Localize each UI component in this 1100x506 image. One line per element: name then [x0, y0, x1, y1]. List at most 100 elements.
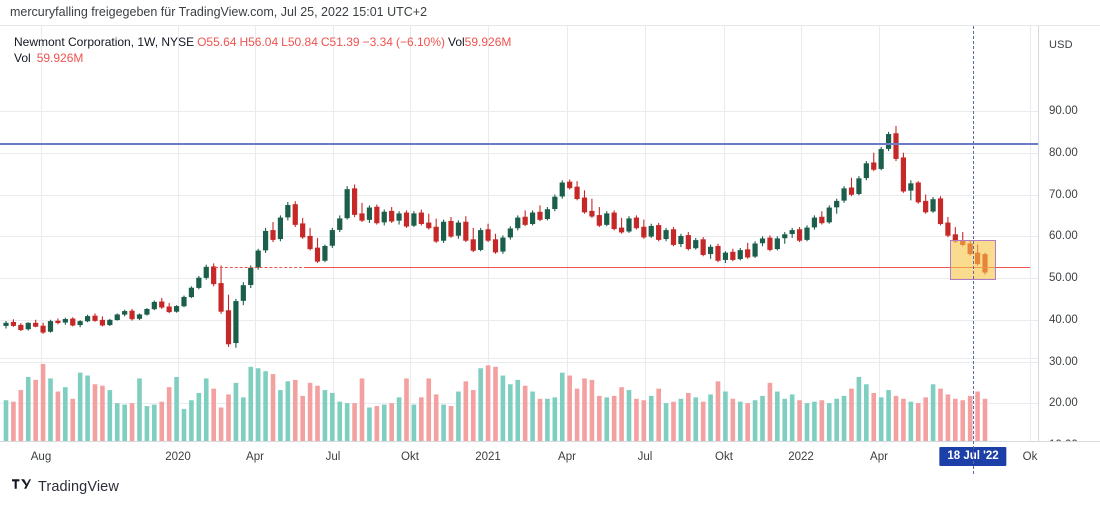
volume-bar — [211, 388, 216, 441]
gridline-vertical — [178, 26, 179, 441]
candle-body — [752, 243, 758, 257]
volume-bar — [48, 378, 53, 441]
price-axis[interactable]: USD 90.00 80.00 70.00 60.00 50.00 40.00 30.00 2… — [1038, 26, 1100, 451]
chart-legend[interactable]: Newmont Corporation, 1W, NYSE O55.64 H56.0… — [14, 34, 514, 66]
candle-body — [129, 310, 135, 320]
volume-bar — [40, 363, 46, 441]
volume-bar — [715, 381, 721, 441]
candle-body — [225, 310, 232, 345]
time-axis[interactable]: Aug 2020 Apr Jul Okt 2021 Apr Jul Okt 2022 Apr 18 J… — [0, 441, 1100, 474]
gridline-vertical — [410, 26, 411, 441]
gridline-vertical — [1030, 26, 1031, 441]
candle-body — [107, 319, 113, 326]
candle-body — [685, 235, 691, 250]
volume-bar — [515, 379, 521, 441]
volume-bar — [671, 401, 676, 441]
time-tick-label: Apr — [246, 451, 264, 463]
legend-change-percent: (−6.10%) — [395, 35, 445, 49]
candle-body — [529, 212, 536, 225]
candle-body — [99, 319, 106, 326]
candle-body — [796, 229, 803, 241]
candle-body — [670, 229, 677, 245]
volume-bar — [782, 398, 788, 441]
volume-bar — [3, 400, 9, 441]
volume-bar — [137, 378, 142, 441]
volume-bar — [545, 398, 550, 441]
chart-frame[interactable]: USD 90.00 80.00 70.00 60.00 50.00 40.00 30.00 2… — [0, 25, 1100, 474]
gridline-vertical — [255, 26, 256, 441]
support-line-dashed-segment[interactable] — [215, 267, 307, 269]
volume-bar — [367, 407, 372, 441]
volume-bar — [730, 398, 736, 441]
candle-body — [277, 217, 284, 240]
candle-body — [478, 230, 484, 250]
price-tick-label: 70.00 — [1049, 188, 1078, 201]
candle-body — [544, 209, 551, 220]
candle-body — [789, 230, 795, 235]
time-tick-label: Okt — [401, 451, 419, 463]
volume-bar — [686, 392, 691, 441]
candle-body — [782, 234, 788, 239]
candle-body — [433, 226, 439, 242]
resistance-line[interactable] — [0, 143, 1038, 146]
crosshair-vertical-line — [973, 26, 974, 474]
price-tick-label: 20.00 — [1049, 397, 1078, 410]
volume-bar — [567, 375, 572, 441]
volume-bar — [307, 382, 313, 441]
candle-body — [745, 249, 751, 258]
candle-body — [826, 207, 832, 223]
price-tick-label: 80.00 — [1049, 146, 1078, 159]
volume-indicator-label[interactable]: Vol — [14, 51, 31, 65]
candle-body — [574, 186, 580, 199]
volume-bar — [181, 408, 187, 441]
time-tick-label: 2022 — [788, 451, 814, 463]
volume-bar — [530, 391, 535, 441]
volume-bar — [737, 401, 743, 441]
candle-body — [136, 314, 143, 319]
tradingview-logo-text: TradingView — [38, 479, 119, 495]
candle-body — [596, 215, 602, 226]
support-line[interactable] — [306, 267, 1030, 269]
candle-body — [359, 213, 365, 221]
candle-body — [908, 183, 914, 191]
time-tick-label: Okt — [715, 451, 733, 463]
candle-body — [166, 306, 172, 313]
legend-high-value: 56.04 — [248, 35, 279, 49]
candlesticks — [3, 126, 988, 348]
volume-bar — [619, 387, 624, 441]
time-tick-label: 2020 — [165, 451, 191, 463]
gridline-vertical — [567, 26, 568, 441]
volume-bar — [92, 384, 98, 441]
candle-body — [811, 217, 818, 228]
volume-bar — [33, 379, 38, 441]
volume-bar — [648, 395, 654, 441]
volume-bar — [500, 375, 506, 441]
legend-low-key: L — [281, 35, 288, 49]
volume-bar — [352, 403, 357, 441]
candle-body — [641, 226, 647, 238]
plot-area[interactable] — [0, 26, 1038, 441]
candle-body — [856, 178, 862, 194]
volume-bar — [55, 391, 61, 441]
price-tick-label: 40.00 — [1049, 313, 1078, 326]
legend-low-value: 50.84 — [287, 35, 318, 49]
candle-body — [47, 321, 54, 332]
volume-bar — [723, 391, 728, 441]
time-tick-label: Aug — [30, 451, 52, 463]
legend-symbol[interactable]: Newmont Corporation, 1W, NYSE — [14, 35, 195, 49]
volume-bar — [641, 400, 647, 441]
volume-bar — [433, 394, 439, 441]
candle-body — [804, 227, 810, 240]
candle-body — [678, 235, 684, 245]
candle-body — [262, 230, 269, 251]
gridline-horizontal — [0, 111, 1038, 112]
candle-body — [40, 325, 46, 333]
volume-bar — [233, 382, 239, 441]
candle-body — [759, 238, 766, 244]
candle-body — [403, 212, 410, 227]
candle-body — [485, 229, 491, 241]
candle-body — [218, 283, 224, 312]
candle-body — [329, 230, 335, 246]
volume-bar — [849, 388, 854, 441]
